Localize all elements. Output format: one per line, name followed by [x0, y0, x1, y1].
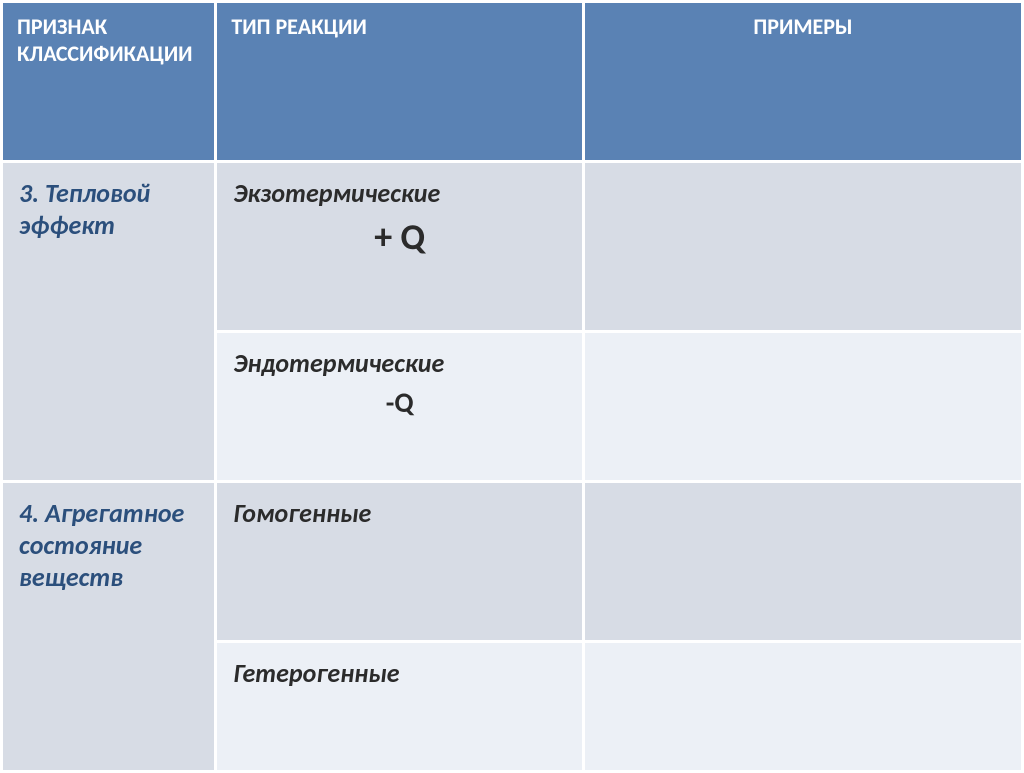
- example-cell: [583, 162, 1022, 332]
- header-examples: ПРИМЕРЫ: [583, 2, 1022, 162]
- reaction-cell-hetero: Гетерогенные: [216, 642, 584, 772]
- q-symbol: + Q: [233, 215, 566, 259]
- example-cell: [583, 482, 1022, 642]
- reaction-cell-exo: Экзотермические + Q: [216, 162, 584, 332]
- example-cell: [583, 642, 1022, 772]
- reaction-label: Экзотермические: [233, 177, 440, 209]
- header-row: ПРИЗНАК КЛАССИФИКАЦИИ ТИП РЕАКЦИИ ПРИМЕР…: [2, 2, 1023, 162]
- table-row: 3. Тепловой эффект Экзотермические + Q: [2, 162, 1023, 332]
- q-symbol: -Q: [233, 385, 566, 420]
- reaction-cell-homo: Гомогенные: [216, 482, 584, 642]
- example-cell: [583, 332, 1022, 482]
- header-reaction: ТИП РЕАКЦИИ: [216, 2, 584, 162]
- reaction-cell-endo: Эндотермические -Q: [216, 332, 584, 482]
- classification-table: ПРИЗНАК КЛАССИФИКАЦИИ ТИП РЕАКЦИИ ПРИМЕР…: [0, 0, 1024, 773]
- classification-cell-aggregate: 4. Агрегатное состояние веществ: [2, 482, 216, 772]
- header-classification: ПРИЗНАК КЛАССИФИКАЦИИ: [2, 2, 216, 162]
- reaction-label: Эндотермические: [233, 347, 444, 379]
- table-row: 4. Агрегатное состояние веществ Гомогенн…: [2, 482, 1023, 642]
- classification-cell-thermal: 3. Тепловой эффект: [2, 162, 216, 482]
